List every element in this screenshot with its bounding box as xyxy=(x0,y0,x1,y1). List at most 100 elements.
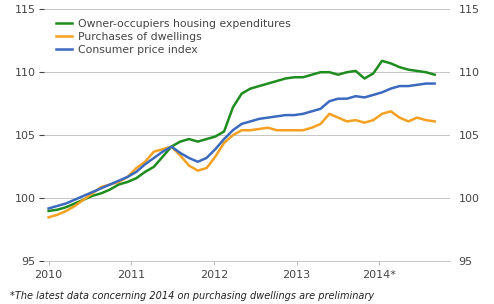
Consumer price index xyxy=(379,91,385,94)
Owner-occupiers housing expenditures xyxy=(186,137,192,141)
Consumer price index xyxy=(142,162,148,166)
Purchases of dwellings xyxy=(414,116,420,119)
Owner-occupiers housing expenditures xyxy=(133,176,139,180)
Purchases of dwellings xyxy=(168,145,174,148)
Purchases of dwellings xyxy=(239,128,245,132)
Purchases of dwellings xyxy=(274,128,280,132)
Owner-occupiers housing expenditures xyxy=(204,137,209,141)
Purchases of dwellings xyxy=(124,175,130,179)
Purchases of dwellings xyxy=(370,118,376,122)
Consumer price index xyxy=(81,194,86,198)
Owner-occupiers housing expenditures xyxy=(353,69,359,73)
Owner-occupiers housing expenditures xyxy=(291,75,297,79)
Owner-occupiers housing expenditures xyxy=(142,170,148,174)
Owner-occupiers housing expenditures xyxy=(388,61,394,65)
Owner-occupiers housing expenditures xyxy=(98,192,104,195)
Consumer price index xyxy=(423,82,429,85)
Purchases of dwellings xyxy=(160,147,165,151)
Owner-occupiers housing expenditures xyxy=(230,106,236,109)
Purchases of dwellings xyxy=(397,116,403,119)
Purchases of dwellings xyxy=(432,119,438,123)
Consumer price index xyxy=(98,186,104,190)
Consumer price index xyxy=(63,202,69,205)
Owner-occupiers housing expenditures xyxy=(300,75,306,79)
Owner-occupiers housing expenditures xyxy=(274,79,280,83)
Owner-occupiers housing expenditures xyxy=(89,194,95,198)
Consumer price index xyxy=(239,122,245,126)
Consumer price index xyxy=(344,97,350,101)
Line: Owner-occupiers housing expenditures: Owner-occupiers housing expenditures xyxy=(48,61,435,211)
Consumer price index xyxy=(397,84,403,88)
Purchases of dwellings xyxy=(98,185,104,189)
Owner-occupiers housing expenditures xyxy=(265,82,271,85)
Consumer price index xyxy=(318,107,324,111)
Consumer price index xyxy=(265,116,271,119)
Consumer price index xyxy=(186,156,192,160)
Purchases of dwellings xyxy=(309,126,315,130)
Consumer price index xyxy=(362,96,368,99)
Consumer price index xyxy=(107,183,113,186)
Consumer price index xyxy=(414,83,420,87)
Purchases of dwellings xyxy=(353,118,359,122)
Consumer price index xyxy=(230,128,236,132)
Purchases of dwellings xyxy=(406,119,412,123)
Consumer price index xyxy=(432,82,438,85)
Owner-occupiers housing expenditures xyxy=(335,73,341,77)
Owner-occupiers housing expenditures xyxy=(318,71,324,74)
Owner-occupiers housing expenditures xyxy=(406,68,412,71)
Consumer price index xyxy=(283,113,288,117)
Owner-occupiers housing expenditures xyxy=(124,180,130,184)
Purchases of dwellings xyxy=(256,127,262,131)
Owner-occupiers housing expenditures xyxy=(344,71,350,74)
Purchases of dwellings xyxy=(212,155,218,159)
Consumer price index xyxy=(195,160,201,164)
Purchases of dwellings xyxy=(291,128,297,132)
Consumer price index xyxy=(89,190,95,194)
Owner-occupiers housing expenditures xyxy=(327,71,332,74)
Consumer price index xyxy=(212,147,218,151)
Purchases of dwellings xyxy=(63,209,69,213)
Purchases of dwellings xyxy=(388,109,394,113)
Owner-occupiers housing expenditures xyxy=(309,73,315,77)
Owner-occupiers housing expenditures xyxy=(239,92,245,95)
Owner-occupiers housing expenditures xyxy=(151,165,157,169)
Line: Consumer price index: Consumer price index xyxy=(48,84,435,209)
Purchases of dwellings xyxy=(344,119,350,123)
Text: *The latest data concerning 2014 on purchasing dwellings are preliminary: *The latest data concerning 2014 on purc… xyxy=(10,291,374,301)
Consumer price index xyxy=(335,97,341,101)
Owner-occupiers housing expenditures xyxy=(177,140,183,143)
Owner-occupiers housing expenditures xyxy=(221,130,227,133)
Owner-occupiers housing expenditures xyxy=(212,135,218,138)
Owner-occupiers housing expenditures xyxy=(54,208,60,212)
Consumer price index xyxy=(353,94,359,98)
Purchases of dwellings xyxy=(247,128,253,132)
Consumer price index xyxy=(406,84,412,88)
Purchases of dwellings xyxy=(116,180,122,184)
Consumer price index xyxy=(124,175,130,179)
Owner-occupiers housing expenditures xyxy=(423,71,429,74)
Purchases of dwellings xyxy=(89,192,95,195)
Consumer price index xyxy=(300,112,306,116)
Purchases of dwellings xyxy=(265,126,271,130)
Owner-occupiers housing expenditures xyxy=(160,155,165,159)
Purchases of dwellings xyxy=(72,204,78,208)
Owner-occupiers housing expenditures xyxy=(379,59,385,63)
Owner-occupiers housing expenditures xyxy=(283,77,288,80)
Owner-occupiers housing expenditures xyxy=(195,140,201,143)
Purchases of dwellings xyxy=(177,154,183,157)
Purchases of dwellings xyxy=(186,164,192,168)
Owner-occupiers housing expenditures xyxy=(107,188,113,191)
Purchases of dwellings xyxy=(204,166,209,170)
Purchases of dwellings xyxy=(423,118,429,122)
Consumer price index xyxy=(72,198,78,202)
Purchases of dwellings xyxy=(142,160,148,164)
Purchases of dwellings xyxy=(327,112,332,116)
Consumer price index xyxy=(54,204,60,208)
Owner-occupiers housing expenditures xyxy=(362,77,368,80)
Purchases of dwellings xyxy=(45,216,51,219)
Purchases of dwellings xyxy=(151,150,157,154)
Owner-occupiers housing expenditures xyxy=(370,72,376,75)
Consumer price index xyxy=(133,170,139,174)
Purchases of dwellings xyxy=(300,128,306,132)
Purchases of dwellings xyxy=(133,166,139,170)
